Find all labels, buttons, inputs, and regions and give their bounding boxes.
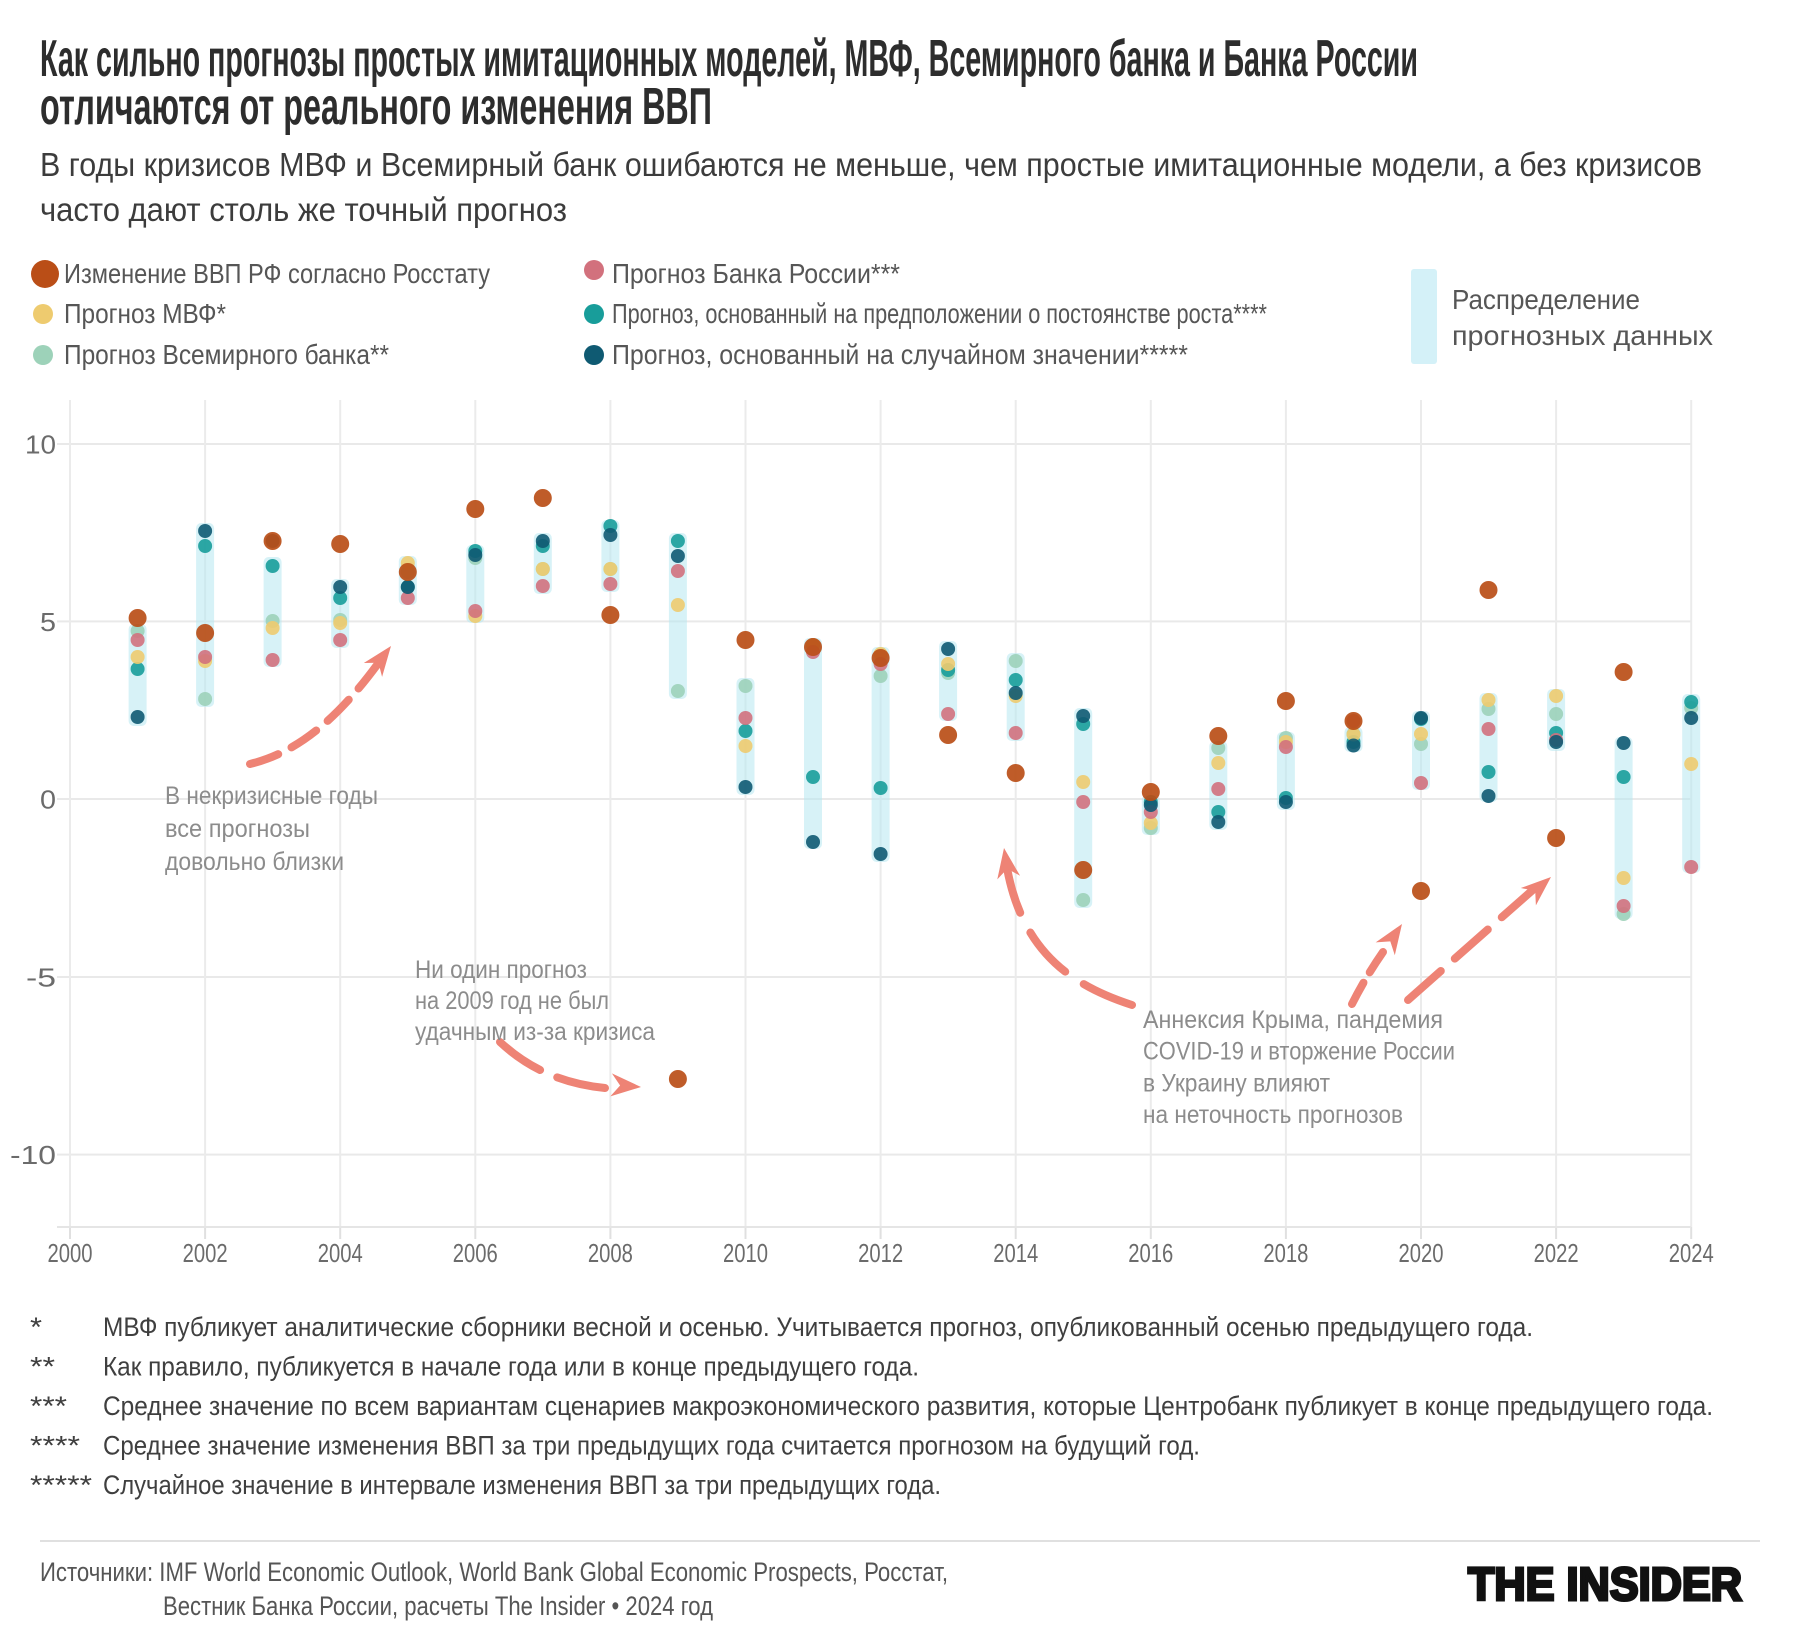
- svg-text:Прогноз Всемирного банка**: Прогноз Всемирного банка**: [64, 339, 389, 370]
- svg-text:Прогноз МВФ*: Прогноз МВФ*: [64, 298, 226, 329]
- svg-text:Источники: IMF World Economic: Источники: IMF World Economic Outlook, W…: [40, 1557, 948, 1587]
- svg-text:2012: 2012: [858, 1238, 903, 1268]
- svg-text:THE INSIDER: THE INSIDER: [1468, 1558, 1742, 1610]
- svg-text:Прогноз Банка России***: Прогноз Банка России***: [612, 258, 900, 289]
- svg-text:-5: -5: [26, 963, 56, 993]
- svg-text:удачным из-за кризиса: удачным из-за кризиса: [415, 1018, 655, 1046]
- svg-text:Как правило, публикуется в нач: Как правило, публикуется в начале года и…: [103, 1352, 919, 1382]
- svg-text:2022: 2022: [1534, 1238, 1579, 1268]
- svg-text:*: *: [30, 1312, 43, 1342]
- svg-text:Прогноз, основанный на предпол: Прогноз, основанный на предположении о п…: [612, 298, 1267, 329]
- svg-text:2016: 2016: [1128, 1238, 1173, 1268]
- svg-text:2000: 2000: [48, 1238, 93, 1268]
- svg-text:Ни один прогноз: Ни один прогноз: [415, 956, 587, 984]
- svg-text:2020: 2020: [1399, 1238, 1444, 1268]
- svg-text:Аннексия Крыма, пандемия: Аннексия Крыма, пандемия: [1143, 1006, 1443, 1034]
- svg-text:все прогнозы: все прогнозы: [165, 815, 310, 843]
- svg-text:Изменение ВВП РФ согласно Росс: Изменение ВВП РФ согласно Росстату: [64, 258, 490, 289]
- svg-text:Среднее значение изменения ВВП: Среднее значение изменения ВВП за три пр…: [103, 1431, 1200, 1461]
- svg-text:Случайное значение в интервале: Случайное значение в интервале изменения…: [103, 1470, 941, 1500]
- svg-text:*****: *****: [30, 1470, 93, 1500]
- svg-text:Прогноз, основанный на случайн: Прогноз, основанный на случайном значени…: [612, 339, 1188, 370]
- svg-text:2014: 2014: [993, 1238, 1038, 1268]
- svg-text:Распределение: Распределение: [1452, 284, 1640, 315]
- svg-text:на 2009 год не был: на 2009 год не был: [415, 987, 609, 1015]
- svg-text:0: 0: [40, 785, 56, 815]
- svg-text:МВФ публикует аналитические сб: МВФ публикует аналитические сборники вес…: [103, 1312, 1533, 1342]
- svg-text:на неточность прогнозов: на неточность прогнозов: [1143, 1101, 1403, 1129]
- svg-text:Среднее значение по всем вариа: Среднее значение по всем вариантам сцена…: [103, 1391, 1713, 1421]
- svg-text:10: 10: [25, 430, 56, 460]
- svg-text:5: 5: [40, 607, 56, 637]
- svg-text:В годы кризисов МВФ и Всемирны: В годы кризисов МВФ и Всемирный банк оши…: [40, 146, 1702, 183]
- svg-text:COVID-19 и вторжение России: COVID-19 и вторжение России: [1143, 1038, 1455, 1066]
- svg-text:отличаются от реального измене: отличаются от реального изменения ВВП: [40, 78, 712, 136]
- svg-text:2008: 2008: [588, 1238, 633, 1268]
- svg-text:-10: -10: [10, 1140, 56, 1170]
- svg-text:часто дают столь же точный про: часто дают столь же точный прогноз: [40, 191, 567, 228]
- svg-text:В некризисные годы: В некризисные годы: [165, 782, 378, 810]
- svg-text:2004: 2004: [318, 1238, 363, 1268]
- svg-text:****: ****: [30, 1431, 81, 1461]
- svg-text:**: **: [30, 1352, 56, 1382]
- svg-text:2002: 2002: [183, 1238, 228, 1268]
- svg-text:2024: 2024: [1669, 1238, 1714, 1268]
- svg-text:Вестник Банка России, расчеты: Вестник Банка России, расчеты The Inside…: [163, 1591, 713, 1621]
- svg-text:прогнозных данных: прогнозных данных: [1452, 320, 1713, 351]
- svg-text:2010: 2010: [723, 1238, 768, 1268]
- svg-text:***: ***: [30, 1391, 68, 1421]
- svg-text:2006: 2006: [453, 1238, 498, 1268]
- svg-text:в Украину влияют: в Украину влияют: [1143, 1069, 1330, 1097]
- svg-text:Как сильно прогнозы простых им: Как сильно прогнозы простых имитационных…: [40, 30, 1418, 88]
- svg-text:2018: 2018: [1263, 1238, 1308, 1268]
- svg-text:довольно близки: довольно близки: [165, 848, 344, 876]
